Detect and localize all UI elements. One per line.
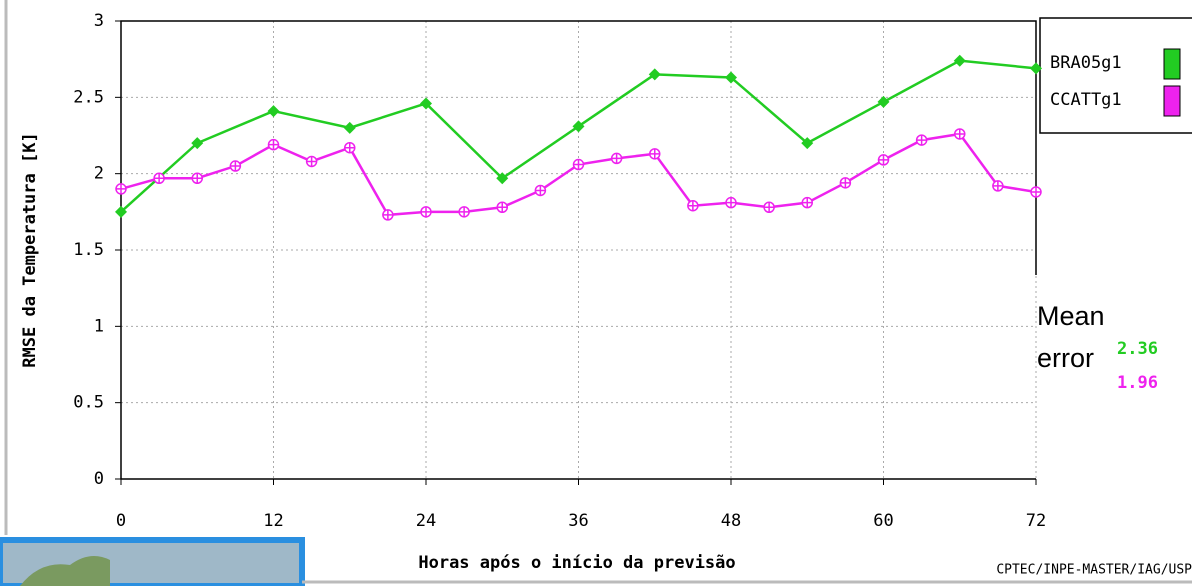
marker <box>953 54 966 67</box>
mean-error-label: Mean error <box>1037 301 1105 373</box>
marker <box>344 142 356 154</box>
marker <box>191 137 204 150</box>
marker <box>954 128 966 140</box>
marker <box>877 154 890 166</box>
axis-frame <box>120 20 1037 480</box>
marker <box>801 196 814 209</box>
credit: CPTEC/INPE-MASTER/IAG/USP <box>996 563 1192 578</box>
marker <box>191 172 204 184</box>
marker <box>534 184 547 197</box>
marker <box>420 206 432 218</box>
marker <box>801 137 814 150</box>
marker <box>610 152 623 165</box>
mean-value: 2.36 <box>1117 339 1158 359</box>
marker <box>725 196 737 209</box>
marker <box>458 206 470 218</box>
marker <box>992 180 1004 192</box>
x-tick-label: 60 <box>873 511 893 531</box>
marker <box>267 105 280 118</box>
legend-label: BRA05g1 <box>1050 53 1122 73</box>
marker <box>877 95 890 108</box>
marker <box>763 201 775 213</box>
marker <box>267 138 280 151</box>
x-tick-label: 12 <box>263 511 283 531</box>
map-land <box>20 556 110 586</box>
x-tick-label: 0 <box>116 511 126 531</box>
legend-swatch <box>1163 85 1181 117</box>
y-tick-label: 1 <box>94 316 104 336</box>
y-tick-label: 2 <box>94 164 104 184</box>
x-tick-label: 24 <box>416 511 436 531</box>
y-tick-label: 0 <box>94 469 104 489</box>
y-tick-label: 0.5 <box>73 393 104 413</box>
legend-label: CCATTg1 <box>1050 90 1122 110</box>
marker <box>1030 62 1042 75</box>
marker <box>496 201 509 213</box>
y-tick-label: 1.5 <box>73 240 104 260</box>
mean-value: 1.96 <box>1117 373 1158 393</box>
marker <box>115 205 127 218</box>
marker <box>915 134 928 146</box>
marker <box>572 158 585 171</box>
y-tick-label: 2.5 <box>73 87 104 107</box>
y-axis-label: RMSE da Temperatura [K] <box>20 132 40 367</box>
marker <box>1030 186 1042 198</box>
x-axis-label: Horas após o início da previsão <box>418 553 735 573</box>
marker <box>382 209 394 221</box>
x-tick-label: 72 <box>1026 511 1046 531</box>
marker <box>687 200 699 212</box>
legend-swatch <box>1163 48 1181 80</box>
x-tick-label: 36 <box>568 511 588 531</box>
marker <box>115 183 127 195</box>
marker <box>343 121 356 134</box>
marker <box>496 172 509 185</box>
x-tick-label: 48 <box>721 511 741 531</box>
marker <box>229 160 242 172</box>
y-tick-label: 3 <box>94 11 104 31</box>
marker <box>572 120 585 133</box>
marker <box>420 97 432 110</box>
marker <box>649 148 661 160</box>
marker <box>725 71 737 84</box>
marker <box>305 155 318 168</box>
marker <box>648 68 661 81</box>
marker <box>153 172 165 184</box>
marker <box>839 177 852 189</box>
